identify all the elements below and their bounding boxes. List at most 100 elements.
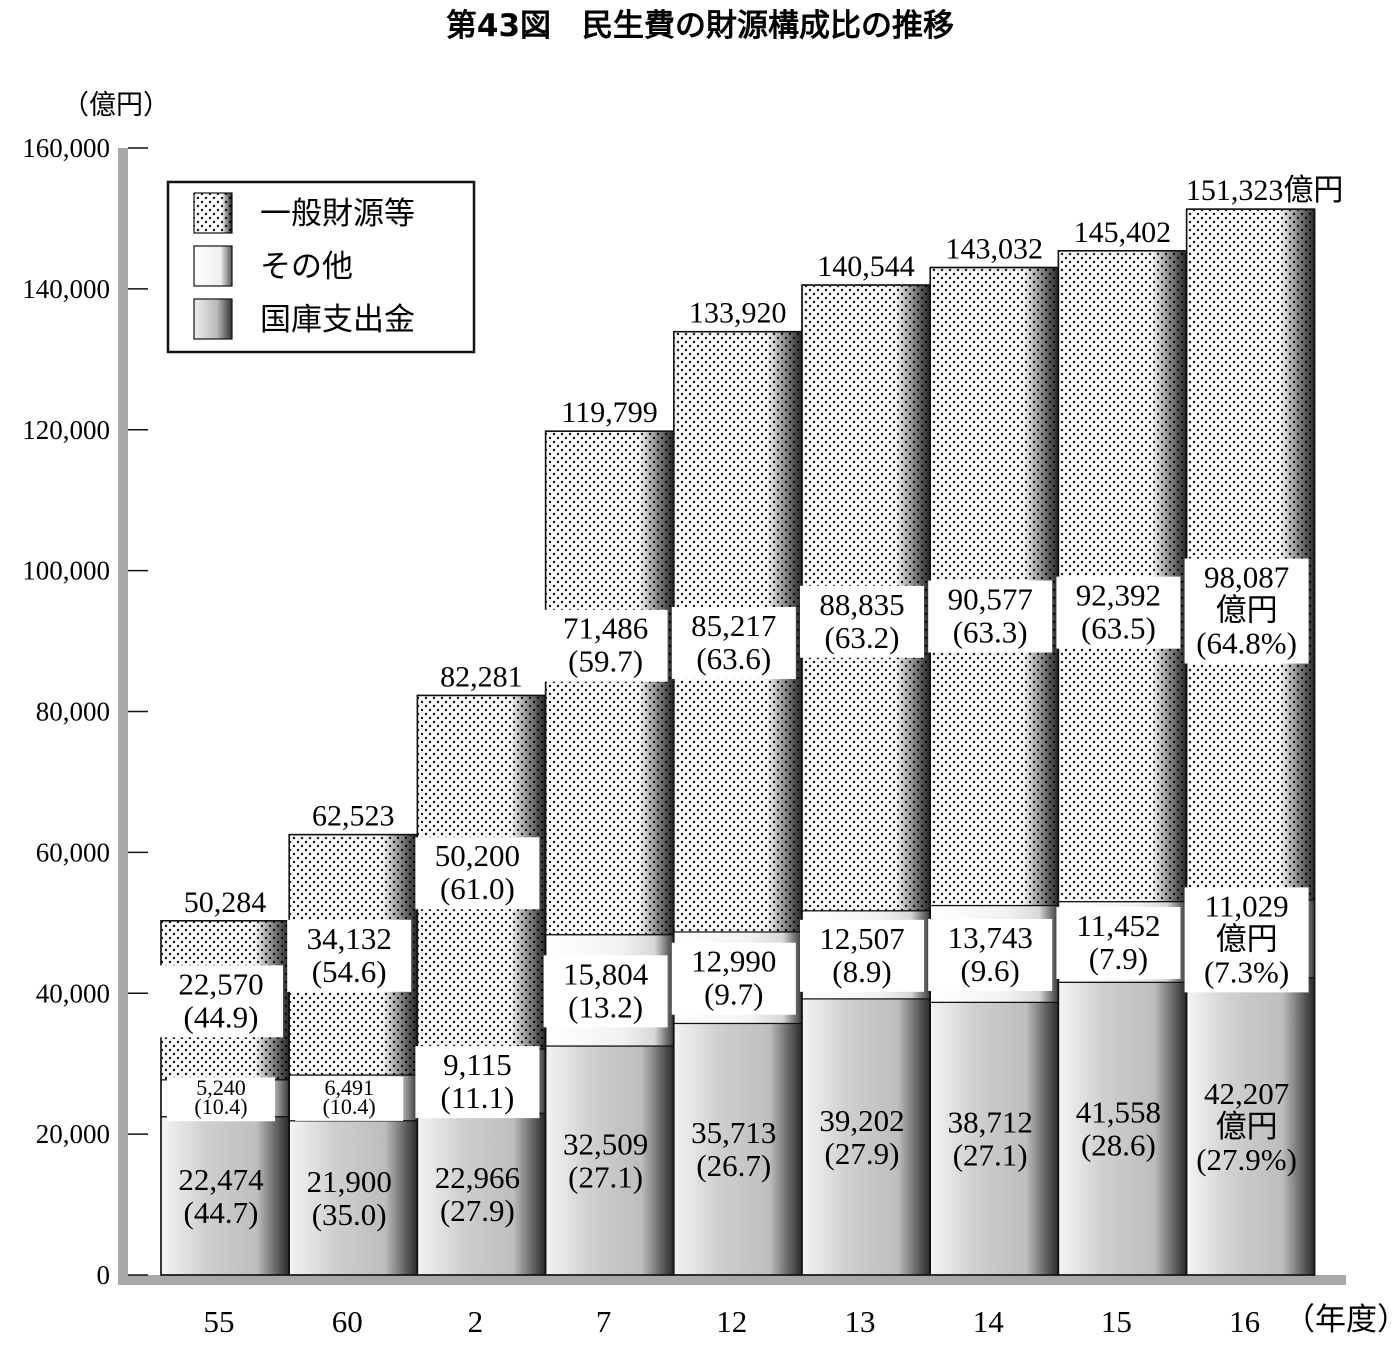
segment-value-label: 億円 bbox=[1216, 921, 1278, 956]
bar-segment-shade bbox=[545, 431, 674, 935]
total-label: 143,032 bbox=[945, 233, 1043, 266]
bar-outline bbox=[1185, 208, 1316, 1276]
segment-value-label: 85,217 bbox=[691, 608, 776, 643]
segment-value-label: 億円 bbox=[1216, 593, 1278, 628]
total-label: 119,799 bbox=[561, 396, 657, 429]
segment-value-label: 42,207 bbox=[1204, 1076, 1289, 1111]
legend-label-general-funds: 一般財源等 bbox=[260, 196, 415, 231]
x-tick-label: 14 bbox=[973, 1304, 1005, 1339]
segment-value-label: (10.4) bbox=[323, 1094, 376, 1119]
segment-value-label: 32,509 bbox=[563, 1127, 648, 1162]
label-backdrop bbox=[287, 919, 412, 992]
x-tick-label: 7 bbox=[596, 1304, 612, 1339]
bar-segment bbox=[544, 1045, 675, 1276]
segment-value-label: (54.6) bbox=[312, 954, 387, 989]
legend-swatch-national-subsidy bbox=[193, 298, 233, 340]
x-unit-label: （年度） bbox=[1284, 1302, 1400, 1337]
x-axis-line bbox=[118, 1275, 1346, 1285]
x-tick-label: 55 bbox=[204, 1304, 235, 1339]
x-tick-label: 60 bbox=[332, 1304, 363, 1339]
total-label: 50,284 bbox=[184, 886, 267, 919]
segment-value-label: (11.1) bbox=[441, 1080, 515, 1115]
segment-value-label: (63.6) bbox=[696, 641, 771, 676]
label-backdrop bbox=[1184, 887, 1309, 993]
total-label: 151,323億円 bbox=[1186, 174, 1344, 207]
segment-value-label: 22,966 bbox=[435, 1160, 520, 1195]
segment-value-label: 39,202 bbox=[819, 1103, 904, 1138]
y-tick-label: 0 bbox=[97, 1260, 111, 1290]
segment-value-label: 98,087 bbox=[1204, 560, 1289, 595]
bar-segment-shade bbox=[1186, 209, 1315, 901]
label-backdrop bbox=[928, 580, 1053, 653]
segment-value-label: 41,558 bbox=[1076, 1095, 1161, 1130]
segment-value-label: (44.9) bbox=[184, 999, 259, 1034]
legend-label-other: その他 bbox=[260, 249, 353, 284]
x-tick-label: 13 bbox=[845, 1304, 876, 1339]
total-label: 133,920 bbox=[689, 297, 787, 330]
total-label: 82,281 bbox=[440, 660, 523, 693]
label-backdrop bbox=[295, 1076, 404, 1121]
label-backdrop bbox=[415, 1046, 540, 1119]
total-label: 145,402 bbox=[1074, 216, 1172, 249]
label-backdrop bbox=[671, 606, 796, 679]
label-backdrop bbox=[159, 965, 283, 1038]
label-backdrop bbox=[1056, 906, 1181, 979]
legend-swatch-general-funds-shade bbox=[194, 193, 232, 233]
y-tick-label: 100,000 bbox=[22, 556, 110, 586]
segment-value-label: 15,804 bbox=[563, 956, 649, 991]
segment-value-label: 億円 bbox=[1216, 1109, 1278, 1144]
bar-segment bbox=[801, 998, 931, 1276]
y-tick-label: 80,000 bbox=[36, 697, 110, 727]
segment-value-label: (10.4) bbox=[194, 1094, 247, 1119]
label-backdrop bbox=[167, 1077, 275, 1122]
segment-value-label: (63.2) bbox=[825, 620, 900, 655]
label-backdrop bbox=[800, 585, 924, 658]
x-tick-label: 2 bbox=[468, 1304, 484, 1339]
segment-value-label: (13.2) bbox=[568, 989, 643, 1024]
segment-value-label: 50,200 bbox=[435, 838, 520, 873]
segment-value-label: (64.8%) bbox=[1196, 626, 1297, 661]
x-tick-label: 15 bbox=[1101, 1304, 1132, 1339]
segment-value-label: 6,491 bbox=[324, 1075, 374, 1100]
y-tick-label: 140,000 bbox=[22, 274, 110, 304]
segment-value-label: (27.1) bbox=[568, 1160, 643, 1195]
segment-value-label: 88,835 bbox=[819, 587, 904, 622]
segment-value-label: (8.9) bbox=[832, 954, 891, 989]
segment-value-label: (27.9) bbox=[825, 1136, 900, 1171]
segment-labels: 50,2845522,474(44.7)5,240(10.4)22,570(44… bbox=[159, 174, 1343, 1339]
segment-value-label: (63.5) bbox=[1081, 611, 1156, 646]
segment-value-label: (7.9) bbox=[1089, 941, 1148, 976]
segment-value-label: 12,507 bbox=[819, 921, 904, 956]
y-tick-label: 60,000 bbox=[36, 837, 110, 867]
axes: 0 20,000 40,000 60,000 80,000 100,000 120,000 1… bbox=[22, 133, 1346, 1290]
legend: 一般財源等 その他 国庫支出金 bbox=[166, 180, 476, 354]
chart-title: 第43図 民生費の財源構成比の推移 bbox=[446, 8, 954, 44]
y-tick-label: 40,000 bbox=[36, 978, 110, 1008]
segment-value-label: 92,392 bbox=[1076, 578, 1161, 613]
segment-value-label: 21,900 bbox=[307, 1164, 392, 1199]
segment-value-label: 11,029 bbox=[1205, 888, 1289, 923]
total-label: 62,523 bbox=[312, 800, 395, 833]
segment-value-label: (35.0) bbox=[312, 1197, 387, 1232]
label-backdrop bbox=[1184, 558, 1309, 664]
label-backdrop bbox=[543, 609, 668, 682]
segment-value-label: (27.1) bbox=[953, 1138, 1028, 1173]
segment-value-label: (27.9%) bbox=[1196, 1142, 1297, 1177]
segment-value-label: (61.0) bbox=[440, 871, 515, 906]
x-tick-label: 16 bbox=[1229, 1304, 1260, 1339]
y-tick-label: 20,000 bbox=[36, 1119, 110, 1149]
segment-value-label: (28.6) bbox=[1081, 1128, 1156, 1163]
segment-value-label: 5,240 bbox=[196, 1075, 246, 1100]
y-tick-label: 120,000 bbox=[22, 415, 110, 445]
segment-value-label: 13,743 bbox=[948, 920, 1033, 955]
segment-value-label: 35,713 bbox=[691, 1115, 776, 1150]
segment-value-label: (59.7) bbox=[568, 644, 643, 679]
segment-value-label: 22,570 bbox=[178, 966, 263, 1001]
label-backdrop bbox=[800, 919, 924, 992]
y-tick-label: 160,000 bbox=[22, 133, 110, 163]
segment-value-label: (9.6) bbox=[960, 953, 1019, 988]
label-backdrop bbox=[1056, 576, 1181, 649]
segment-value-label: 90,577 bbox=[948, 582, 1033, 617]
segment-value-label: 38,712 bbox=[948, 1105, 1033, 1140]
